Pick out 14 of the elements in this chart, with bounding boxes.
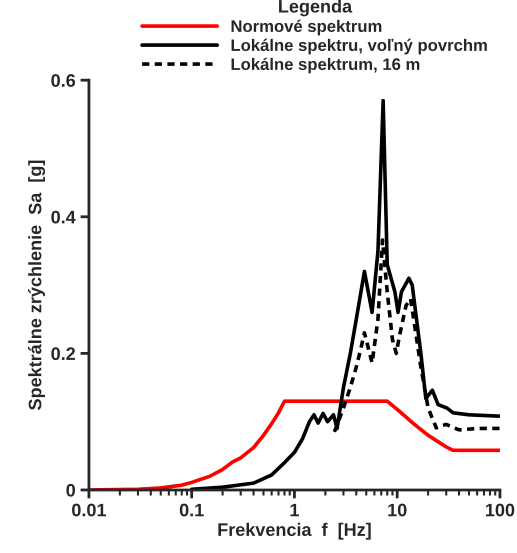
x-tick-label: 1 bbox=[290, 504, 299, 516]
y-axis-title: Spektrálne zrýchlenie Sa [g] bbox=[28, 160, 46, 410]
x-tick-label: 0.1 bbox=[180, 504, 204, 516]
y-tick-label: 0.4 bbox=[51, 210, 76, 224]
legend-label: Lokálne spektrum, 16 m bbox=[232, 58, 420, 74]
legend-label: Normové spektrum bbox=[232, 20, 382, 36]
x-tick-label: 0.01 bbox=[72, 504, 106, 516]
y-tick-label: 0.6 bbox=[51, 74, 76, 87]
x-axis-title: Frekvencia f [Hz] bbox=[218, 522, 371, 540]
y-tick-label: 0.2 bbox=[51, 347, 76, 360]
x-tick-label: 100 bbox=[486, 504, 514, 516]
y-tick-label: 0 bbox=[66, 484, 75, 497]
x-tick-label: 10 bbox=[388, 504, 406, 516]
legend-label: Lokálne spektru, voľný povrchm bbox=[232, 38, 487, 54]
